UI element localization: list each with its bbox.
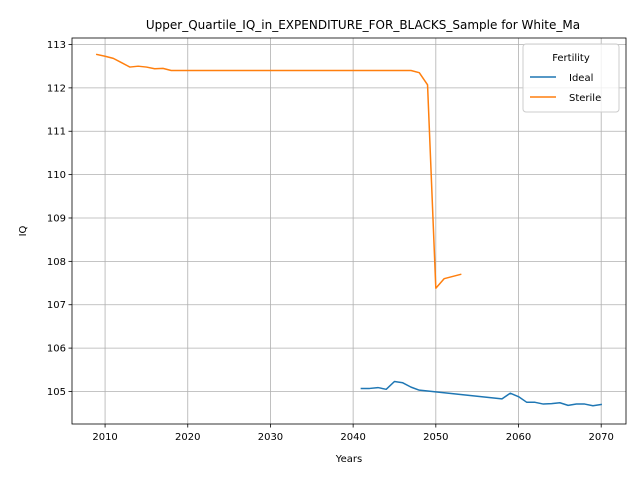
legend-label-ideal: Ideal [569, 73, 593, 84]
y-axis-label: IQ [18, 225, 29, 236]
x-axis-label: Years [335, 454, 362, 465]
y-tick-label: 106 [47, 344, 66, 355]
x-tick-label: 2020 [175, 432, 200, 443]
axis-ticks: 2010 2020 2030 2040 2050 2060 2070 105 106 107 108… [47, 40, 614, 443]
y-tick-label: 108 [47, 257, 66, 268]
legend-box [522, 43, 620, 113]
y-tick-label: 113 [47, 40, 66, 51]
legend-label-sterile: Sterile [569, 93, 601, 104]
x-tick-label: 2040 [340, 432, 365, 443]
y-tick-label: 110 [47, 170, 66, 181]
y-tick-label: 109 [47, 213, 66, 224]
x-tick-label: 2050 [423, 432, 448, 443]
plot-area-frame [71, 37, 627, 425]
legend: Fertility Ideal Sterile [522, 43, 620, 113]
x-tick-label: 2070 [588, 432, 613, 443]
x-tick-label: 2060 [506, 432, 531, 443]
x-tick-label: 2010 [92, 432, 117, 443]
series-line-ideal [360, 380, 603, 407]
series-line-sterile [95, 53, 462, 289]
x-tick-label: 2030 [258, 432, 283, 443]
gridlines [72, 38, 626, 424]
y-tick-label: 105 [47, 387, 66, 398]
y-tick-label: 111 [47, 127, 66, 138]
chart-title: Upper_Quartile_IQ_in_EXPENDITURE_FOR_BLA… [146, 18, 580, 32]
series-lines [95, 53, 603, 407]
y-tick-label: 112 [47, 83, 66, 94]
y-tick-label: 107 [47, 300, 66, 311]
legend-entries: Ideal Sterile [530, 73, 601, 104]
legend-title: Fertility [552, 53, 590, 64]
